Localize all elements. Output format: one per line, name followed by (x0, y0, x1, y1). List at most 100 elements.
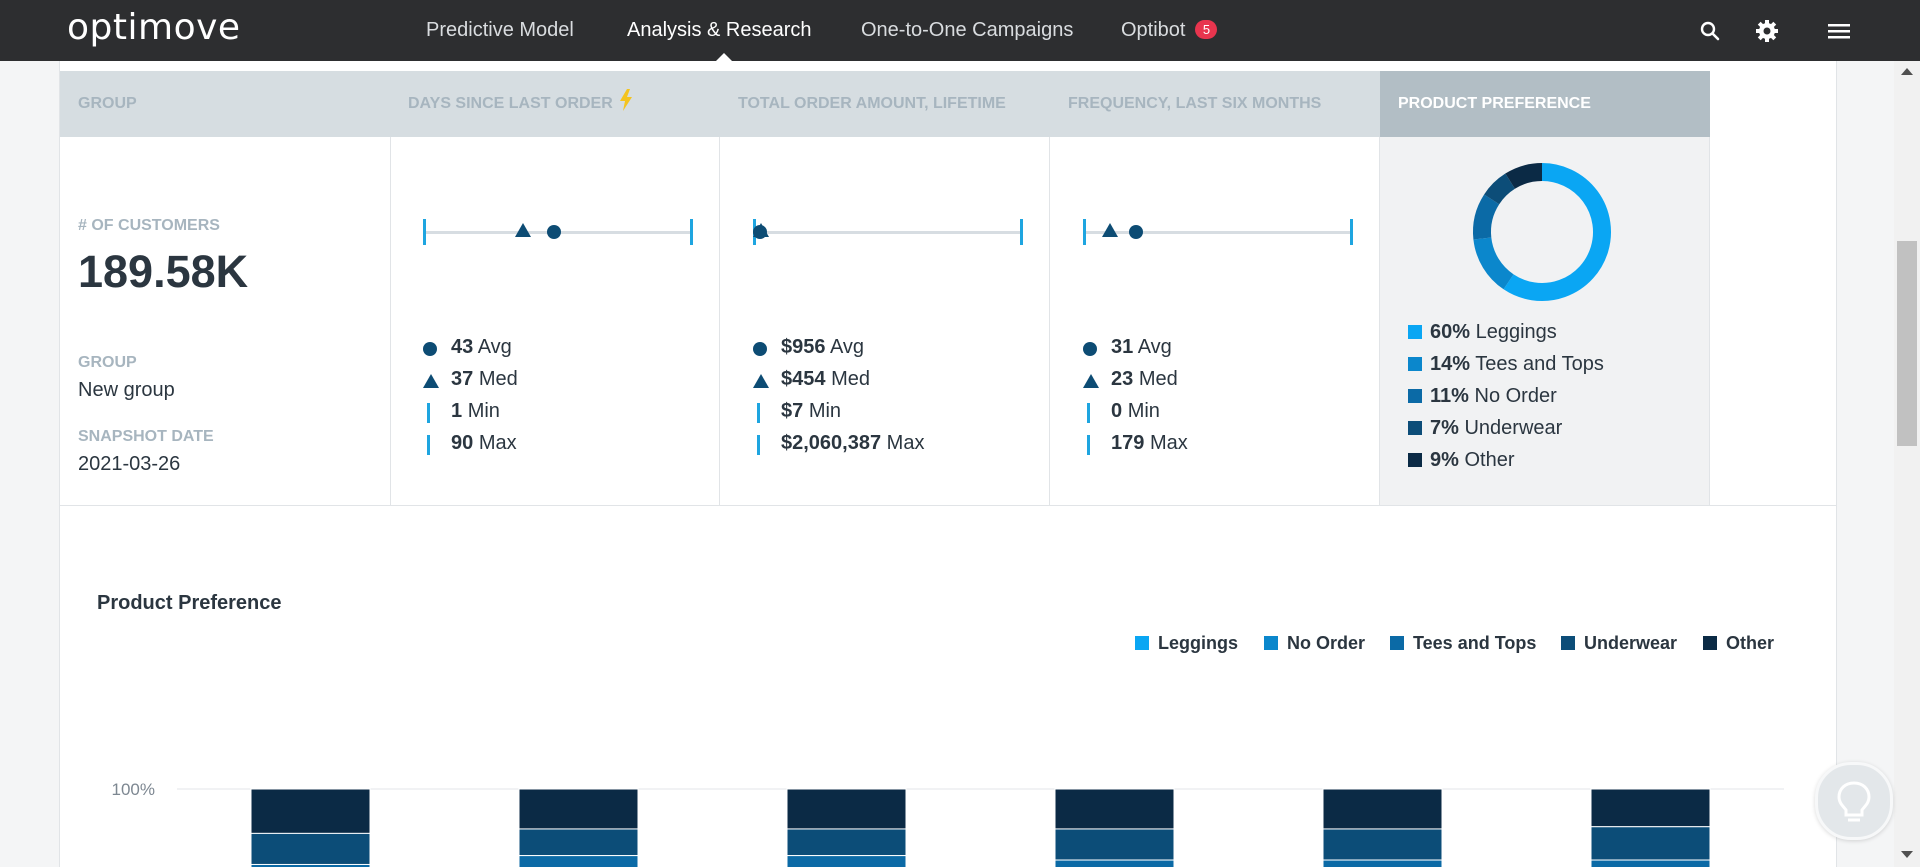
range-track (1083, 231, 1353, 234)
legend-item-other: 9% Other (1408, 444, 1604, 476)
y-tick-label: 100% (112, 780, 155, 799)
stat-avg: $956 Avg (753, 331, 924, 363)
help-lightbulb-button[interactable] (1815, 762, 1893, 840)
stat-min: 0 Min (1083, 395, 1188, 427)
donut-slice-underwear[interactable] (1484, 173, 1516, 205)
gear-icon[interactable] (1754, 18, 1780, 44)
bar-segment-underwear[interactable] (1590, 826, 1711, 861)
bar-segment-underwear[interactable] (1054, 828, 1175, 861)
scroll-up-arrow[interactable] (1901, 68, 1913, 75)
stat-max-value: 90 (451, 432, 474, 454)
header-product-preference[interactable]: PRODUCT PREFERENCE (1380, 71, 1710, 137)
donut-slice-tees-and-tops[interactable] (1473, 237, 1514, 290)
menu-icon[interactable] (1826, 18, 1852, 44)
legend-name: Underwear (1464, 417, 1563, 439)
donut-slice-no-order[interactable] (1473, 194, 1500, 240)
bar-segment-tees-and-tops[interactable] (786, 855, 907, 867)
nav-analysis-research[interactable]: Analysis & Research (627, 19, 812, 41)
chart-legend-leggings[interactable]: Leggings (1135, 633, 1238, 654)
bar-segment-underwear[interactable] (250, 832, 371, 865)
average-icon (1083, 332, 1111, 364)
bar-segment-other[interactable] (1590, 788, 1711, 828)
stat-min: $7 Min (753, 395, 924, 427)
customers-count-label: # OF CUSTOMERS (78, 217, 220, 234)
table-header-row: GROUP DAYS SINCE LAST ORDER TOTAL ORDER … (60, 71, 1710, 137)
stat-min: 1 Min (423, 395, 518, 427)
legend-pct: 14% (1430, 353, 1471, 375)
legend-swatch (1408, 453, 1422, 467)
stacked-bar-chart: 100%75% (112, 780, 1784, 867)
chart-legend-tees-and-tops[interactable]: Tees and Tops (1390, 633, 1536, 654)
chart-legend-label: Other (1726, 633, 1775, 653)
chart-legend-underwear[interactable]: Underwear (1561, 633, 1677, 654)
product-preference-donut[interactable] (1467, 157, 1617, 307)
scroll-down-arrow[interactable] (1901, 851, 1913, 858)
stat-avg: 43 Avg (423, 331, 518, 363)
stat-max-label: Max (886, 432, 925, 454)
legend-item-leggings: 60% Leggings (1408, 316, 1604, 348)
bar-segment-other[interactable] (1322, 788, 1443, 830)
bar-segment-other[interactable] (786, 788, 907, 830)
legend-swatch (1408, 421, 1422, 435)
legend-name: No Order (1474, 385, 1557, 407)
product-preference-legend: 60% Leggings 14% Tees and Tops 11% No Or… (1408, 316, 1604, 476)
bar-segment-tees-and-tops[interactable] (1322, 859, 1443, 867)
average-marker (547, 225, 562, 239)
stat-avg-value: $956 (781, 336, 826, 358)
bar-segment-tees-and-tops[interactable] (518, 855, 639, 867)
stat-min-value: 1 (451, 400, 463, 422)
stat-avg-label: Avg (477, 336, 512, 358)
donut-slice-other[interactable] (1505, 163, 1543, 189)
legend-name: Tees and Tops (1475, 353, 1604, 375)
stat-med-label: Med (478, 368, 518, 390)
days-since-last-order-column: 43 Avg 37 Med 1 Min 90 Max (390, 137, 720, 505)
chart-title: Product Preference (97, 592, 282, 614)
header-total-order-amount[interactable]: TOTAL ORDER AMOUNT, LIFETIME (738, 95, 1006, 112)
nav-one-to-one-campaigns[interactable]: One-to-One Campaigns (861, 19, 1074, 41)
bar-segment-other[interactable] (1054, 788, 1175, 830)
optimove-logo[interactable]: optimove (67, 7, 241, 48)
legend-pct: 7% (1430, 417, 1459, 439)
stat-min-value: $7 (781, 400, 804, 422)
bar-segment-tees-and-tops[interactable] (1590, 859, 1711, 867)
lightbulb-icon (1837, 781, 1871, 822)
search-icon[interactable] (1697, 18, 1723, 44)
bar-segment-underwear[interactable] (786, 828, 907, 857)
total-order-amount-column: $956 Avg $454 Med $7 Min $2,060,387 Max (720, 137, 1050, 505)
range-slider (753, 219, 1023, 247)
bar-segment-underwear[interactable] (1322, 828, 1443, 861)
legend-name: Other (1464, 449, 1515, 471)
median-icon (1083, 364, 1111, 396)
nav-predictive-model[interactable]: Predictive Model (426, 19, 574, 41)
chart-legend-swatch (1390, 636, 1404, 650)
bar-segment-tees-and-tops[interactable] (250, 863, 371, 867)
header-days-since-last-order-label: DAYS SINCE LAST ORDER (408, 95, 613, 112)
bar-segment-other[interactable] (250, 788, 371, 834)
scroll-thumb[interactable] (1897, 241, 1917, 446)
bar-segment-underwear[interactable] (518, 828, 639, 857)
donut-slice-leggings[interactable] (1503, 163, 1611, 301)
average-icon (753, 332, 781, 364)
header-frequency[interactable]: FREQUENCY, LAST SIX MONTHS (1068, 95, 1322, 112)
bar-segment-tees-and-tops[interactable] (1054, 859, 1175, 867)
stat-med-value: 37 (451, 368, 474, 390)
stat-max-label: Max (1149, 432, 1188, 454)
group-value: New group (78, 379, 175, 401)
min-icon (423, 396, 451, 428)
range-min-tick (1083, 219, 1086, 245)
stat-max-label: Max (478, 432, 517, 454)
nav-optibot-label: Optibot (1121, 19, 1186, 41)
stat-med: 23 Med (1083, 363, 1188, 395)
page-scrollbar[interactable] (1894, 61, 1920, 867)
legend-swatch (1408, 357, 1422, 371)
chart-legend-no-order[interactable]: No Order (1264, 633, 1365, 654)
range-track (753, 231, 1023, 234)
header-days-since-last-order[interactable]: DAYS SINCE LAST ORDER (390, 71, 720, 137)
range-min-tick (423, 219, 426, 245)
bar-segment-other[interactable] (518, 788, 639, 830)
group-label: GROUP (78, 354, 137, 371)
chart-legend-other[interactable]: Other (1703, 633, 1774, 654)
stat-avg: 31 Avg (1083, 331, 1188, 363)
stat-avg-value: 43 (451, 336, 474, 358)
nav-optibot[interactable]: Optibot 5 (1121, 19, 1218, 42)
